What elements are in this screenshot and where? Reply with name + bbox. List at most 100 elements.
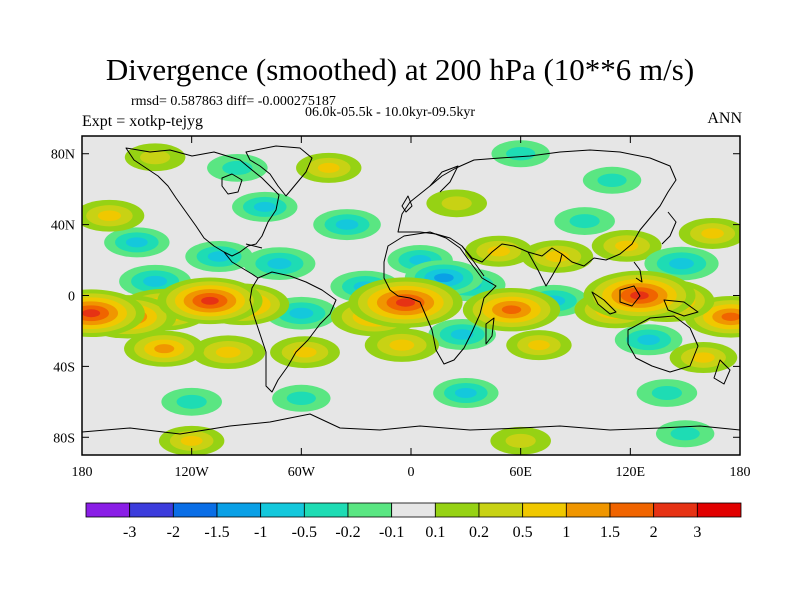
coastline-greenland — [245, 145, 313, 197]
colorbar-label: 2 — [650, 524, 658, 541]
field-feature — [364, 328, 439, 362]
colorbar-swatch — [609, 502, 655, 518]
x-tick-label: 180 — [72, 465, 93, 480]
field-contour — [506, 147, 536, 161]
field-feature — [191, 335, 266, 370]
field-contour — [82, 309, 101, 318]
colorbar-swatch — [434, 502, 480, 518]
season-label: ANN — [707, 110, 742, 127]
coastline-scandinavia — [429, 165, 459, 193]
field-contour — [335, 219, 359, 230]
field-feature — [582, 166, 642, 194]
colorbar-label: -1 — [254, 524, 267, 541]
field-contour — [140, 150, 171, 165]
field-contour — [207, 251, 231, 262]
coastline-philippines — [633, 261, 643, 283]
field-contour — [267, 258, 292, 270]
colorbar-swatch — [522, 502, 567, 518]
colorbar-label: -1.5 — [204, 524, 229, 541]
x-tick-label: 60W — [288, 465, 316, 480]
field-contour — [176, 394, 207, 409]
coastline-africa — [383, 231, 497, 365]
coastline-japan — [661, 211, 677, 245]
field-contour — [651, 385, 682, 400]
coastline-new-guinea — [663, 299, 699, 317]
field-feature — [104, 227, 170, 258]
coastline-borneo — [619, 285, 641, 307]
colorbar-label: -2 — [167, 524, 180, 541]
x-tick-label: 120E — [616, 465, 646, 480]
field-contour — [201, 296, 219, 305]
field-contour — [721, 312, 740, 321]
field-feature — [296, 152, 362, 183]
field-feature — [270, 336, 340, 369]
field-feature — [82, 289, 145, 338]
field-contour — [389, 339, 415, 351]
stats-line: rmsd= 0.587863 diff= -0.000275187 — [131, 94, 336, 109]
field-feature — [433, 377, 499, 408]
field-feature — [426, 189, 487, 218]
colorbar-swatch — [260, 502, 305, 518]
colorbar-swatch — [347, 502, 393, 518]
field-feature — [82, 199, 145, 232]
field-feature — [636, 379, 698, 407]
x-tick-label: 180 — [730, 465, 751, 480]
field-feature — [313, 209, 381, 241]
field-contour — [293, 346, 317, 358]
field-contour — [450, 329, 474, 340]
field-contour — [125, 237, 148, 248]
colorbar-label: -0.1 — [379, 524, 404, 541]
field-feature — [124, 330, 205, 367]
colorbar-swatch — [391, 502, 436, 518]
coastline-madagascar — [485, 317, 495, 345]
field-contour — [215, 346, 241, 358]
coastline-antarctica — [82, 413, 740, 435]
x-tick-label: 60E — [509, 465, 532, 480]
colorbar-swatch — [478, 502, 524, 518]
field-contour — [154, 344, 175, 354]
coastlines — [82, 145, 740, 435]
field-feature — [490, 426, 551, 455]
field-feature — [491, 140, 550, 168]
field-feature — [272, 384, 331, 412]
coastline-british-isles — [401, 195, 413, 213]
field-contour — [454, 387, 477, 398]
y-tick-label: 40S — [53, 360, 75, 375]
colorbar-label: 0.1 — [425, 524, 445, 541]
coastline-australia — [627, 315, 699, 373]
colorbar-swatch — [565, 502, 611, 518]
colorbar-label: 1.5 — [600, 524, 620, 541]
colorbar-swatch — [85, 502, 131, 518]
colorbar-label: -0.5 — [292, 524, 317, 541]
field-contour — [289, 307, 314, 319]
coastline-new-zealand — [713, 359, 731, 385]
field-feature — [157, 277, 263, 325]
coastline-central-america — [223, 251, 259, 279]
field-contour — [286, 391, 316, 405]
field-contour — [528, 340, 550, 351]
y-tick-label: 0 — [68, 290, 75, 305]
field-contour — [441, 196, 472, 211]
field-contour — [501, 305, 522, 314]
field-feature — [243, 247, 316, 280]
field-contour — [637, 334, 660, 346]
field-contour — [692, 352, 715, 363]
field-feature — [464, 235, 533, 267]
coastline-hudson-bay — [221, 173, 243, 195]
field-contour — [222, 160, 253, 175]
field-feature — [655, 420, 715, 448]
divergence-field — [82, 140, 740, 455]
colorbar-label: 0.2 — [469, 524, 489, 541]
field-contour — [143, 275, 168, 287]
field-feature — [232, 191, 298, 222]
colorbar-label: 1 — [562, 524, 570, 541]
field-contour — [317, 162, 340, 173]
field-feature — [161, 387, 222, 416]
period-line: 06.0k-05.5k - 10.0kyr-09.5kyr — [305, 105, 476, 120]
field-contour — [180, 435, 203, 446]
field-contour — [569, 214, 600, 229]
x-tick-label: 120W — [175, 465, 210, 480]
colorbar-swatch — [129, 502, 174, 518]
field-contour — [505, 433, 536, 448]
field-feature — [644, 246, 719, 281]
